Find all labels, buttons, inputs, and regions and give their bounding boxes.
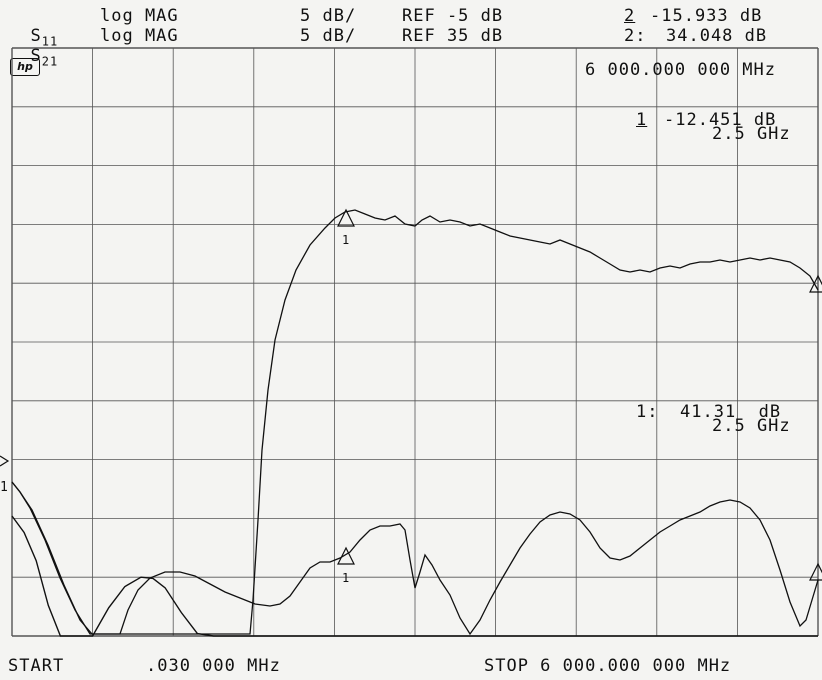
s11-header: S11 xyxy=(8,6,58,51)
marker1-s21-label: 1 xyxy=(342,233,349,247)
s21-marker1-frequency: 2.5 GHz xyxy=(712,416,791,436)
left-ref-label: 1 xyxy=(0,480,9,495)
ref-arrow-icon xyxy=(0,455,10,467)
marker1-s11-label: 1 xyxy=(342,571,349,585)
s21-marker-id: 2: xyxy=(624,26,647,46)
s11-marker-value: -15.933 dB xyxy=(650,6,763,26)
marker2-s11-triangle xyxy=(809,562,822,581)
s21-format: log MAG xyxy=(100,26,179,46)
s21-header: S21 xyxy=(8,26,58,71)
stop-label: STOP 6 000.000 000 MHz xyxy=(484,656,732,676)
hp-logo: hp xyxy=(10,58,40,76)
marker2-frequency: 6 000.000 000 MHz xyxy=(585,60,776,80)
s11-marker-id: 2 xyxy=(624,6,636,26)
s11-param: S11 xyxy=(30,26,59,49)
trace-s11 xyxy=(11,481,819,636)
s21-marker1-id: 1: xyxy=(636,402,659,422)
start-value: .030 000 MHz xyxy=(146,656,281,676)
s21-param: S21 xyxy=(30,46,59,69)
s21-marker-value: 34.048 dB xyxy=(666,26,768,46)
s11-marker1-value: -12.451 dB xyxy=(664,110,777,130)
s11-ref: REF -5 dB xyxy=(402,6,504,26)
trace-s11 xyxy=(11,515,818,637)
trace-s21 xyxy=(11,209,819,635)
marker1-s11-triangle xyxy=(337,546,355,565)
s21-ref: REF 35 dB xyxy=(402,26,504,46)
marker2-s21-triangle xyxy=(809,274,822,293)
s21-marker1-value: 41.31 dB xyxy=(680,402,782,422)
marker1-s21-triangle xyxy=(337,208,355,227)
s21-scale: 5 dB/ xyxy=(300,26,357,46)
s11-format: log MAG xyxy=(100,6,179,26)
s11-marker1-frequency: 2.5 GHz xyxy=(712,124,791,144)
s11-marker1-id: 1 xyxy=(636,110,648,130)
start-label: START xyxy=(8,656,65,676)
s11-scale: 5 dB/ xyxy=(300,6,357,26)
